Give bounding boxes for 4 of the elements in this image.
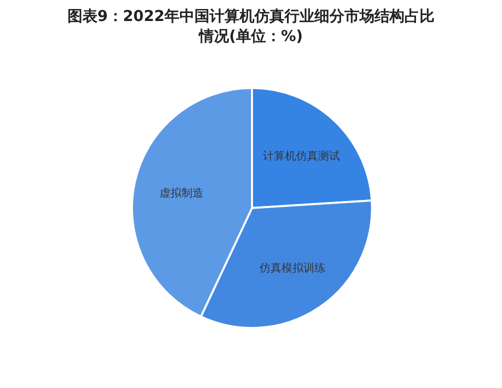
chart-title: 图表9：2022年中国计算机仿真行业细分市场结构占比情况(单位：%) xyxy=(66,6,436,46)
slice-label: 虚拟制造 xyxy=(160,186,204,200)
slice-label: 计算机仿真测试 xyxy=(262,150,340,163)
slice-label: 仿真模拟训练 xyxy=(258,262,326,275)
